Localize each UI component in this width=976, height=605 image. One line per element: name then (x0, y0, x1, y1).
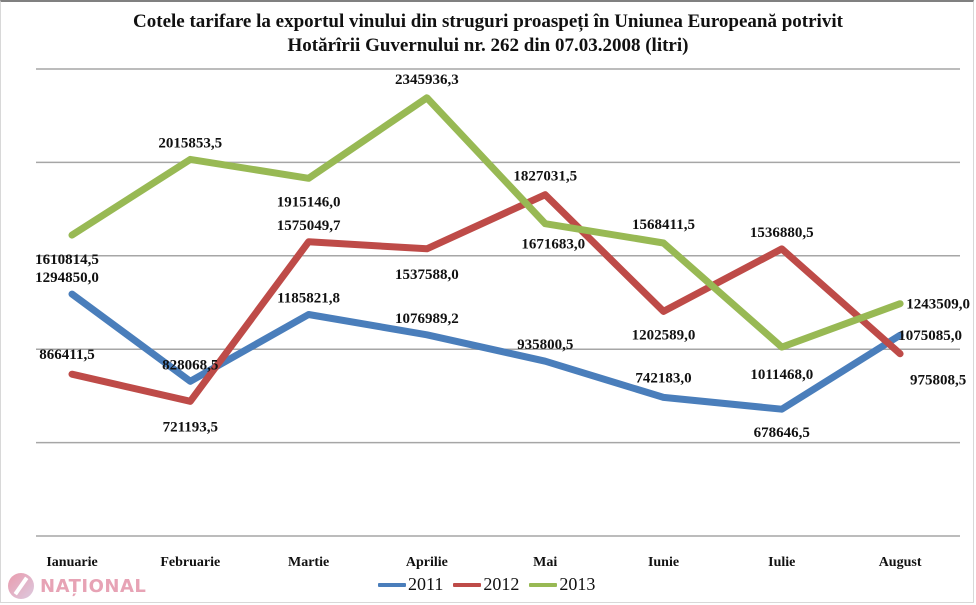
data-label-2013-august: 1243509,0 (906, 297, 970, 313)
data-label-2011-iulie: 678646,5 (754, 425, 810, 441)
data-label-2012-iunie: 1202589,0 (632, 327, 696, 343)
legend-item-2011: 2011 (378, 574, 443, 595)
data-label-2011-februarie: 828068,5 (162, 357, 218, 373)
data-label-2013-iunie: 1568411,5 (632, 217, 695, 233)
data-label-2012-aprilie: 1537588,0 (395, 267, 459, 283)
data-label-2013-martie: 1915146,0 (277, 194, 341, 210)
data-label-2013-februarie: 2015853,5 (158, 135, 222, 151)
x-tick-label-aprilie: Aprilie (406, 555, 448, 570)
data-label-2013-mai: 1671683,0 (521, 237, 585, 253)
data-label-2011-aprilie: 1076989,2 (395, 311, 459, 327)
legend-item-2013: 2013 (529, 574, 595, 595)
legend-swatch-2012 (453, 582, 482, 587)
data-label-2013-aprilie: 2345936,3 (395, 72, 459, 88)
x-tick-label-februarie: Februarie (160, 555, 220, 570)
data-label-2012-martie: 1575049,7 (277, 218, 341, 234)
data-label-2011-martie: 1185821,8 (277, 290, 340, 306)
x-tick-label-ianuarie: Ianuarie (46, 555, 97, 570)
legend-label-2011: 2011 (408, 574, 444, 594)
legend-label-2012: 2012 (483, 574, 520, 594)
chart-title-line-1: Cotele tarifare la exportul vinului din … (133, 11, 843, 32)
data-label-2011-iunie: 742183,0 (635, 370, 691, 386)
legend-label-2013: 2013 (559, 574, 596, 594)
legend-swatch-2013 (529, 582, 558, 587)
chart-title-line-2: Hotărîrii Guvernului nr. 262 din 07.03.2… (287, 35, 689, 56)
data-label-2012-mai: 1827031,5 (513, 169, 577, 185)
x-tick-label-mai: Mai (533, 555, 557, 570)
national-logo-icon (8, 573, 34, 599)
x-tick-label-martie: Martie (288, 555, 329, 570)
data-label-2012-ianuarie: 866411,5 (39, 347, 94, 363)
series-line-2013 (68, 94, 904, 351)
legend: 2011 2012 2013 (378, 574, 605, 595)
data-label-2011-ianuarie: 1294850,0 (35, 270, 99, 286)
watermark-text: NAȚIONAL (40, 575, 147, 597)
data-label-2011-august: 1075085,0 (898, 328, 962, 344)
data-label-2011-mai: 935800,5 (517, 337, 573, 353)
x-tick-label-iunie: Iunie (648, 555, 679, 570)
x-tick-label-iulie: Iulie (768, 555, 795, 570)
data-label-2012-februarie: 721193,5 (163, 419, 218, 435)
data-label-2012-august: 975808,5 (910, 373, 966, 389)
data-label-2013-iulie: 1011468,0 (750, 367, 813, 383)
watermark: NAȚIONAL (8, 573, 146, 599)
data-label-2012-iulie: 1536880,5 (750, 225, 814, 241)
legend-item-2012: 2012 (453, 574, 519, 595)
series-lines (68, 94, 904, 413)
data-labels: 1294850,0 828068,5 1185821,8 1076989,2 93580… (35, 72, 970, 441)
x-tick-label-august: August (879, 555, 922, 570)
x-axis-tick-labels: Ianuarie Februarie Martie Aprilie Mai Iunie Iu… (46, 555, 922, 570)
series-line-2012 (68, 191, 904, 405)
data-label-2013-ianuarie: 1610814,5 (35, 252, 99, 268)
chart-title: Cotele tarifare la exportul vinului din … (0, 10, 976, 58)
legend-swatch-2011 (378, 582, 406, 587)
